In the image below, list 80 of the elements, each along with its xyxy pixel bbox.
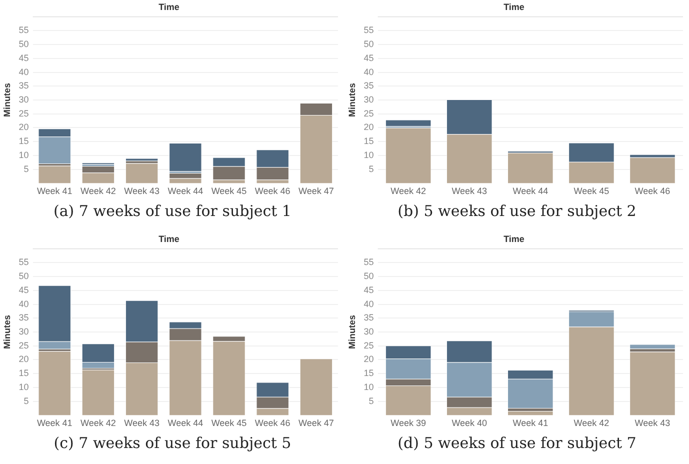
y-tick-label: 20 [18,122,29,132]
text: (b) 5 weeks of use for subject 2 [396,202,638,220]
y-tick-label: 55 [18,25,29,36]
x-tick-label: Week 45 [574,186,610,196]
y-tick-label: 55 [364,25,374,36]
y-tick-label: 50 [18,39,29,50]
y-tick-label: 15 [18,136,29,146]
x-tick-label: Week 46 [254,186,290,196]
x-tick-label: Week 42 [574,418,610,428]
y-tick-label: 5 [368,164,374,174]
x-tick-label: Week 46 [254,418,290,428]
y-axis-title: Minutes [346,82,357,118]
y-tick-label: 10 [364,382,374,392]
y-tick-label: 20 [364,354,374,364]
y-tick-label: 55 [18,257,29,268]
x-tick-label: Week 44 [512,186,548,196]
y-tick-label: 30 [364,94,374,104]
y-tick-label: 45 [18,284,29,295]
y-tick-label: 50 [18,271,29,282]
chart-title: Time [504,2,524,12]
y-tick-label: 30 [18,94,29,104]
chart-title: Time [158,234,180,244]
text: (d) 5 weeks of use for subject 7 [396,434,638,452]
y-tick-label: 20 [364,122,374,132]
x-tick-label: Week 44 [168,186,204,196]
y-tick-label: 40 [364,66,374,77]
y-tick-label: 45 [18,52,29,63]
x-tick-label: Week 39 [390,418,426,428]
y-tick-label: 25 [364,108,374,118]
x-tick-label: Week 44 [168,418,204,428]
y-tick-label: 55 [364,257,374,268]
y-tick-label: 35 [364,312,374,323]
y-tick-label: 15 [18,368,29,378]
x-tick-label: Week 43 [452,186,488,196]
y-tick-label: 40 [18,66,29,77]
chart-title: Time [158,2,180,12]
y-tick-label: 40 [364,298,374,309]
y-axis-title: Minutes [2,314,12,350]
y-tick-label: 50 [364,271,374,282]
x-tick-label: Week 45 [211,418,247,428]
y-axis-title: Minutes [2,82,12,118]
y-tick-label: 40 [18,298,29,309]
chart-title: Time [504,234,524,244]
text: (a) 7 weeks of use for subject 1 [52,202,292,220]
y-tick-label: 5 [24,396,29,406]
y-tick-label: 5 [368,396,374,406]
x-tick-label: Week 41 [512,418,548,428]
y-tick-label: 15 [364,136,374,146]
x-tick-label: Week 41 [36,418,72,428]
y-tick-label: 10 [18,382,29,392]
y-tick-label: 35 [364,80,374,91]
x-tick-label: Week 47 [298,418,334,428]
y-tick-label: 5 [24,164,29,174]
x-tick-label: Week 45 [211,186,247,196]
x-tick-label: Week 46 [634,186,670,196]
text: (c) 7 weeks of use for subject 5 [52,434,292,452]
y-axis-title: Minutes [346,314,357,350]
y-tick-label: 20 [18,354,29,364]
x-tick-label: Week 43 [124,186,160,196]
x-tick-label: Week 42 [80,186,116,196]
y-tick-label: 25 [18,340,29,350]
x-tick-label: Week 43 [124,418,160,428]
y-tick-label: 35 [18,312,29,323]
x-tick-label: Week 47 [298,186,334,196]
x-tick-label: Week 43 [634,418,670,428]
y-tick-label: 10 [18,150,29,160]
y-tick-label: 15 [364,368,374,378]
y-tick-label: 25 [18,108,29,118]
x-tick-label: Week 41 [36,186,72,196]
y-tick-label: 10 [364,150,374,160]
y-tick-label: 45 [364,52,374,63]
y-tick-label: 45 [364,284,374,295]
y-tick-label: 35 [18,80,29,91]
y-tick-label: 25 [364,340,374,350]
x-tick-label: Week 42 [390,186,426,196]
x-tick-label: Week 40 [452,418,488,428]
y-tick-label: 30 [364,326,374,336]
y-tick-label: 50 [364,39,374,50]
x-tick-label: Week 42 [80,418,116,428]
y-tick-label: 30 [18,326,29,336]
